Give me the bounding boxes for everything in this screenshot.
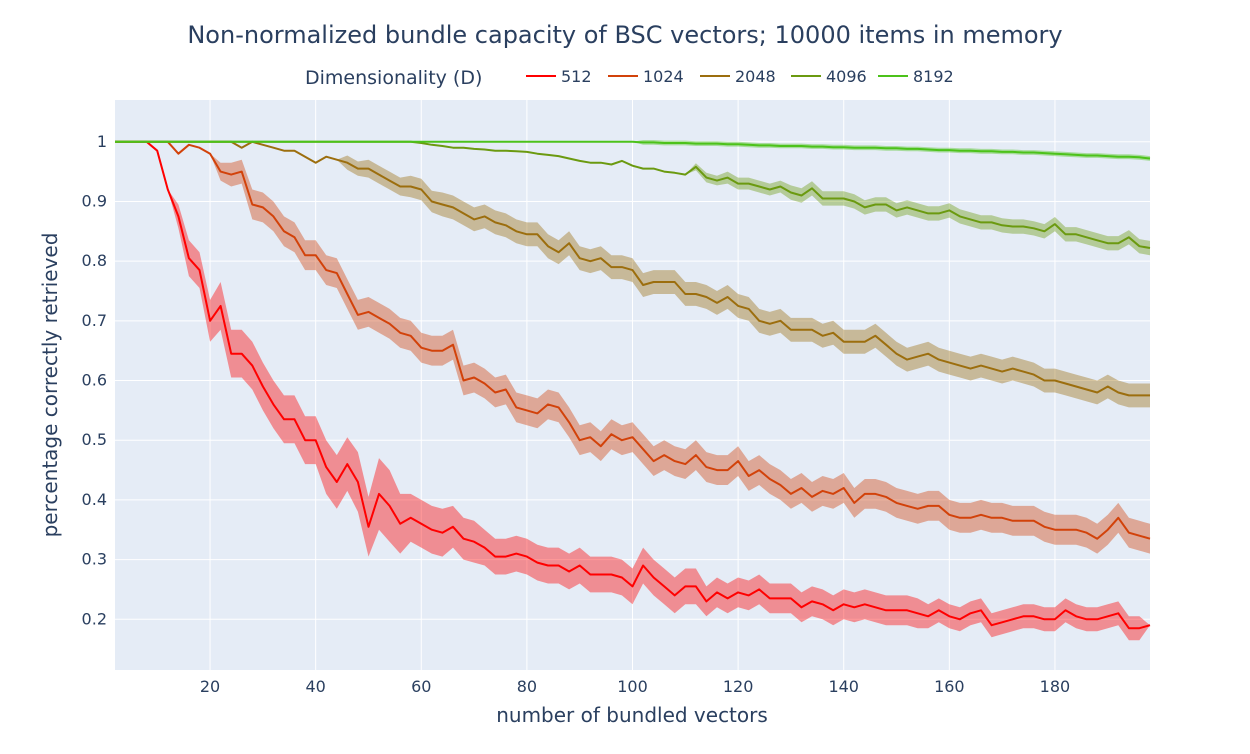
legend-title: Dimensionality (D) [305, 67, 482, 89]
y-tick-label: 0.3 [82, 550, 107, 569]
legend-item-1024[interactable]: 1024 [608, 67, 684, 86]
legend-label: 2048 [735, 67, 776, 86]
x-tick-label: 20 [200, 677, 220, 696]
y-tick-label: 0.2 [82, 609, 107, 628]
series-line-2048 [115, 140, 1150, 397]
y-tick-label: 0.9 [82, 191, 107, 210]
band-2048 [115, 141, 1150, 408]
y-tick-label: 0.7 [82, 311, 107, 330]
x-tick-label: 140 [828, 677, 859, 696]
legend-label: 512 [561, 67, 592, 86]
y-axis-ticks: 0.2 0.3 0.4 0.5 0.6 0.7 0.8 0.9 1 [82, 132, 107, 628]
legend-label: 4096 [826, 67, 867, 86]
x-tick-label: 60 [411, 677, 431, 696]
legend-item-512[interactable]: 512 [526, 67, 592, 86]
x-axis-ticks: 20 40 60 80 100 120 140 160 180 [200, 677, 1070, 696]
band-1024 [115, 141, 1150, 554]
y-tick-label: 0.8 [82, 251, 107, 270]
y-tick-label: 0.4 [82, 490, 107, 509]
series-lines [115, 140, 1151, 630]
x-tick-label: 180 [1040, 677, 1071, 696]
band-512 [115, 141, 1150, 641]
y-tick-label: 0.5 [82, 430, 107, 449]
series-line-4096 [115, 140, 1151, 249]
chart-title: Non-normalized bundle capacity of BSC ve… [187, 21, 1062, 49]
legend-item-4096[interactable]: 4096 [791, 67, 867, 86]
legend-label: 1024 [643, 67, 684, 86]
legend[interactable]: Dimensionality (D) 512 1024 2048 4096 8192 [305, 67, 954, 89]
x-tick-label: 80 [517, 677, 537, 696]
legend-item-8192[interactable]: 8192 [878, 67, 954, 86]
y-tick-label: 1 [97, 132, 107, 151]
y-tick-label: 0.6 [82, 371, 107, 390]
x-tick-label: 160 [934, 677, 965, 696]
y-axis-title: percentage correctly retrieved [38, 233, 62, 538]
x-tick-label: 40 [305, 677, 325, 696]
x-tick-label: 120 [723, 677, 754, 696]
legend-label: 8192 [913, 67, 954, 86]
series-line-512 [115, 140, 1151, 630]
series-line-8192 [115, 140, 1151, 160]
series-line-1024 [115, 140, 1151, 540]
legend-items[interactable]: 512 1024 2048 4096 8192 [526, 67, 954, 86]
x-axis-title: number of bundled vectors [496, 703, 768, 727]
x-tick-label: 100 [617, 677, 648, 696]
grid [115, 100, 1150, 670]
legend-item-2048[interactable]: 2048 [700, 67, 776, 86]
